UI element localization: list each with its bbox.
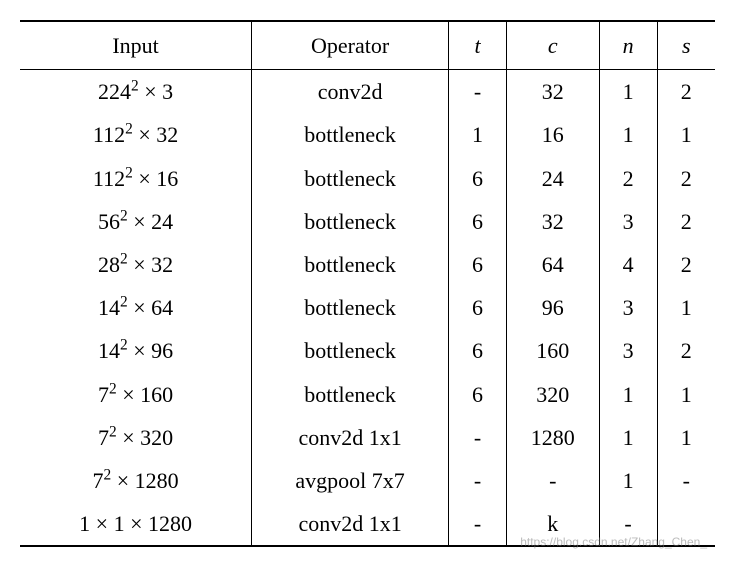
cell-input: 282 × 32 — [20, 243, 252, 286]
col-header-t: t — [449, 21, 507, 70]
cell-n: 1 — [599, 113, 657, 156]
cell-operator: bottleneck — [252, 373, 449, 416]
cell-n: 1 — [599, 416, 657, 459]
cell-n: 1 — [599, 70, 657, 114]
cell-t: 6 — [449, 373, 507, 416]
cell-n: 3 — [599, 200, 657, 243]
col-header-operator: Operator — [252, 21, 449, 70]
cell-s: 2 — [657, 200, 715, 243]
cell-input: 562 × 24 — [20, 200, 252, 243]
cell-input: 1 × 1 × 1280 — [20, 502, 252, 546]
cell-t: 6 — [449, 329, 507, 372]
col-header-c: c — [506, 21, 599, 70]
cell-input: 72 × 1280 — [20, 459, 252, 502]
cell-s: 2 — [657, 157, 715, 200]
cell-operator: conv2d — [252, 70, 449, 114]
cell-operator: bottleneck — [252, 286, 449, 329]
cell-c: 16 — [506, 113, 599, 156]
cell-c: 1280 — [506, 416, 599, 459]
table-row: 2242 × 3conv2d-3212 — [20, 70, 715, 114]
cell-n: 2 — [599, 157, 657, 200]
col-header-n: n — [599, 21, 657, 70]
cell-operator: conv2d 1x1 — [252, 416, 449, 459]
cell-n: - — [599, 502, 657, 546]
cell-c: 320 — [506, 373, 599, 416]
table-row: 282 × 32bottleneck66442 — [20, 243, 715, 286]
table-row: 72 × 160bottleneck632011 — [20, 373, 715, 416]
cell-t: - — [449, 459, 507, 502]
cell-s: - — [657, 459, 715, 502]
cell-c: 160 — [506, 329, 599, 372]
cell-input: 2242 × 3 — [20, 70, 252, 114]
table-row: 72 × 320conv2d 1x1-128011 — [20, 416, 715, 459]
cell-s: 1 — [657, 286, 715, 329]
cell-n: 1 — [599, 373, 657, 416]
cell-t: 6 — [449, 286, 507, 329]
cell-operator: avgpool 7x7 — [252, 459, 449, 502]
cell-n: 3 — [599, 329, 657, 372]
architecture-table: Input Operator t c n s 2242 × 3conv2d-32… — [20, 20, 715, 547]
cell-c: 24 — [506, 157, 599, 200]
cell-operator: bottleneck — [252, 243, 449, 286]
cell-c: k — [506, 502, 599, 546]
cell-s: 2 — [657, 329, 715, 372]
table-row: 1122 × 32bottleneck11611 — [20, 113, 715, 156]
cell-s: 2 — [657, 70, 715, 114]
cell-operator: bottleneck — [252, 200, 449, 243]
table-header-row: Input Operator t c n s — [20, 21, 715, 70]
col-header-s: s — [657, 21, 715, 70]
table-row: 562 × 24bottleneck63232 — [20, 200, 715, 243]
cell-s: 1 — [657, 373, 715, 416]
cell-operator: conv2d 1x1 — [252, 502, 449, 546]
cell-input: 142 × 96 — [20, 329, 252, 372]
table-row: 142 × 64bottleneck69631 — [20, 286, 715, 329]
cell-s: 1 — [657, 416, 715, 459]
cell-t: 6 — [449, 200, 507, 243]
cell-operator: bottleneck — [252, 113, 449, 156]
cell-input: 1122 × 32 — [20, 113, 252, 156]
col-header-input: Input — [20, 21, 252, 70]
table-row: 1 × 1 × 1280conv2d 1x1-k- — [20, 502, 715, 546]
cell-s: 2 — [657, 243, 715, 286]
cell-operator: bottleneck — [252, 157, 449, 200]
cell-t: 6 — [449, 157, 507, 200]
cell-input: 142 × 64 — [20, 286, 252, 329]
table-row: 1122 × 16bottleneck62422 — [20, 157, 715, 200]
cell-c: 96 — [506, 286, 599, 329]
table-row: 142 × 96bottleneck616032 — [20, 329, 715, 372]
cell-input: 72 × 160 — [20, 373, 252, 416]
cell-t: - — [449, 502, 507, 546]
cell-t: 1 — [449, 113, 507, 156]
cell-n: 1 — [599, 459, 657, 502]
table-body: 2242 × 3conv2d-32121122 × 32bottleneck11… — [20, 70, 715, 547]
cell-input: 72 × 320 — [20, 416, 252, 459]
cell-operator: bottleneck — [252, 329, 449, 372]
cell-s: 1 — [657, 113, 715, 156]
cell-n: 3 — [599, 286, 657, 329]
cell-s — [657, 502, 715, 546]
architecture-table-container: Input Operator t c n s 2242 × 3conv2d-32… — [20, 20, 715, 547]
cell-t: - — [449, 416, 507, 459]
table-row: 72 × 1280avgpool 7x7--1- — [20, 459, 715, 502]
cell-c: 32 — [506, 200, 599, 243]
cell-c: 32 — [506, 70, 599, 114]
cell-c: 64 — [506, 243, 599, 286]
cell-c: - — [506, 459, 599, 502]
cell-input: 1122 × 16 — [20, 157, 252, 200]
cell-n: 4 — [599, 243, 657, 286]
cell-t: - — [449, 70, 507, 114]
cell-t: 6 — [449, 243, 507, 286]
